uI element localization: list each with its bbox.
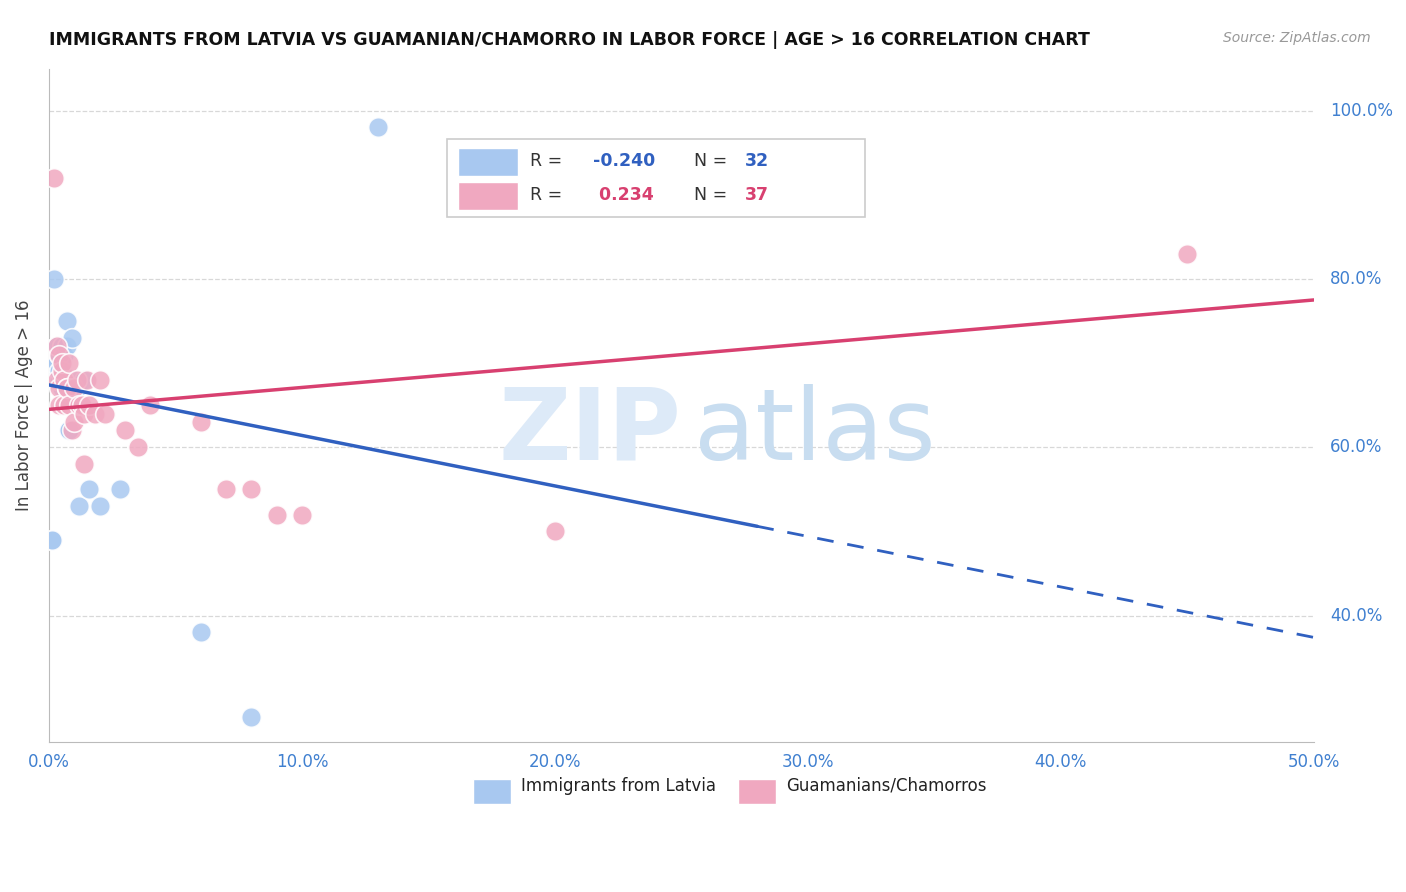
Point [48,348,70,362]
Point [367,120,389,135]
Point [51,373,73,387]
Point [190,415,212,429]
Text: atlas: atlas [695,384,935,481]
Point [45,339,67,353]
Point [45,339,67,353]
Point [48,398,70,412]
Point [55,381,77,395]
Point [215,483,238,497]
Text: 32: 32 [745,153,769,170]
Point [48,373,70,387]
Point [1175,246,1198,260]
Text: 80.0%: 80.0% [1330,270,1382,288]
Point [42,356,65,370]
Point [66,373,89,387]
Point [53,348,76,362]
Point [63,415,86,429]
FancyBboxPatch shape [457,148,519,177]
Point [55,381,77,395]
Point [60,423,83,437]
Point [73,407,96,421]
Point [48,381,70,395]
Point [73,457,96,471]
Text: -0.240: -0.240 [593,153,655,170]
Text: 40.0%: 40.0% [1330,607,1382,624]
Point [190,625,212,640]
Point [48,364,70,378]
Point [55,314,77,328]
Point [544,524,567,539]
FancyBboxPatch shape [447,139,865,217]
Point [127,440,149,454]
Point [55,339,77,353]
Point [42,170,65,185]
Point [48,348,70,362]
FancyBboxPatch shape [472,779,510,805]
Text: 37: 37 [745,186,769,204]
Point [70,398,93,412]
Point [79,483,101,497]
Text: Immigrants from Latvia: Immigrants from Latvia [520,777,716,795]
Point [58,398,80,412]
Text: ZIP: ZIP [499,384,682,481]
Text: Source: ZipAtlas.com: Source: ZipAtlas.com [1223,31,1371,45]
Point [53,373,76,387]
Point [139,398,162,412]
Point [266,508,288,522]
Text: 0.234: 0.234 [593,186,654,204]
Point [41,533,63,547]
Point [114,423,136,437]
Y-axis label: In Labor Force | Age > 16: In Labor Force | Age > 16 [15,300,32,511]
Text: Guamanians/Chamorros: Guamanians/Chamorros [786,777,987,795]
Point [89,373,111,387]
Point [45,356,67,370]
Text: N =: N = [695,153,733,170]
Point [58,423,80,437]
Text: N =: N = [695,186,733,204]
Text: 60.0%: 60.0% [1330,438,1382,456]
Point [58,423,80,437]
Point [55,381,77,395]
FancyBboxPatch shape [738,779,776,805]
Point [89,499,111,513]
Point [63,381,86,395]
Point [41,533,63,547]
Point [291,508,314,522]
Point [66,381,89,395]
Point [67,499,90,513]
Point [83,407,105,421]
Point [42,272,65,286]
Point [108,483,131,497]
Point [67,398,90,412]
Point [60,331,83,345]
Point [45,339,67,353]
Point [93,407,115,421]
Point [53,398,76,412]
Point [79,398,101,412]
Point [58,356,80,370]
Point [51,381,73,395]
Point [240,483,263,497]
Point [51,339,73,353]
Text: 100.0%: 100.0% [1330,102,1393,120]
Point [53,373,76,387]
Point [51,356,73,370]
Point [76,373,98,387]
Point [42,373,65,387]
Point [240,709,263,723]
Text: R =: R = [530,153,568,170]
FancyBboxPatch shape [457,182,519,210]
Text: IMMIGRANTS FROM LATVIA VS GUAMANIAN/CHAMORRO IN LABOR FORCE | AGE > 16 CORRELATI: IMMIGRANTS FROM LATVIA VS GUAMANIAN/CHAM… [49,31,1090,49]
Point [45,373,67,387]
Point [63,373,86,387]
Text: R =: R = [530,186,568,204]
Point [51,364,73,378]
Point [73,373,96,387]
